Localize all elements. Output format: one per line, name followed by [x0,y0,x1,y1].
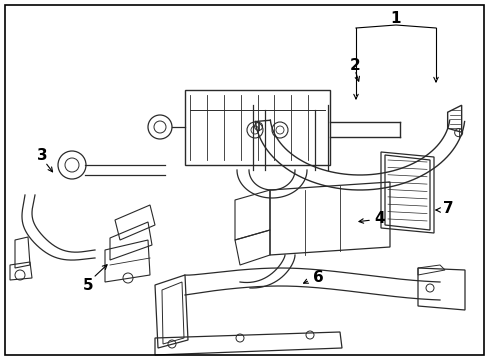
Text: 7: 7 [442,201,452,216]
Text: 1: 1 [390,10,401,26]
Text: 5: 5 [82,278,93,292]
Text: 3: 3 [37,148,47,162]
Text: 4: 4 [374,211,385,225]
Text: 2: 2 [349,58,360,72]
Text: 6: 6 [312,270,323,285]
